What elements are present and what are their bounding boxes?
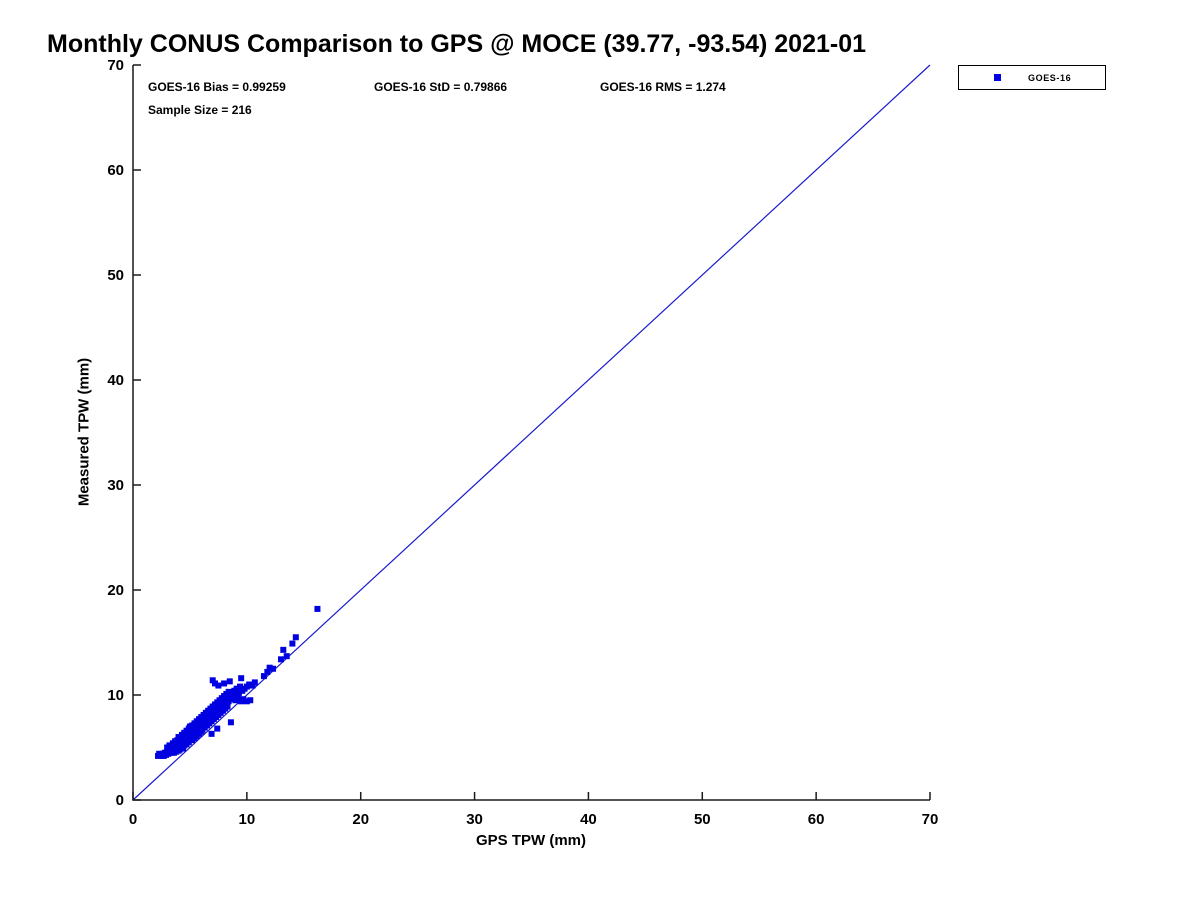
scatter-point xyxy=(234,695,241,702)
y-axis-label: Measured TPW (mm) xyxy=(75,357,93,507)
x-tick-label: 10 xyxy=(239,811,256,828)
x-tick-label: 20 xyxy=(352,811,369,828)
scatter-point xyxy=(251,679,258,686)
scatter-point xyxy=(225,688,232,695)
y-tick-label: 60 xyxy=(107,162,124,179)
scatter-point xyxy=(240,696,247,703)
y-tick-label: 40 xyxy=(107,372,124,389)
scatter-point xyxy=(283,653,290,660)
scatter-point xyxy=(186,730,193,737)
scatter-point xyxy=(243,698,250,705)
stat-bias: GOES-16 Bias = 0.99259 xyxy=(148,80,286,94)
scatter-point xyxy=(247,697,254,704)
scatter-point xyxy=(280,646,287,653)
scatter-point xyxy=(227,719,234,726)
scatter-point xyxy=(209,677,216,684)
scatter-point xyxy=(264,668,271,675)
scatter-point xyxy=(237,683,244,690)
y-tick-label: 70 xyxy=(107,57,124,74)
y-tick-label: 50 xyxy=(107,267,124,284)
scatter-point xyxy=(180,745,187,752)
scatter-point xyxy=(221,680,228,687)
y-tick-label: 20 xyxy=(107,582,124,599)
scatter-point xyxy=(214,725,221,732)
stat-std: GOES-16 StD = 0.79866 xyxy=(374,80,508,94)
chart-title: Monthly CONUS Comparison to GPS @ MOCE (… xyxy=(47,30,867,58)
scatter-point xyxy=(249,682,256,689)
scatter-point xyxy=(176,746,183,753)
scatter-point xyxy=(278,656,285,663)
x-axis-label: GPS TPW (mm) xyxy=(475,832,587,849)
scatter-point xyxy=(260,673,267,680)
x-tick-label: 30 xyxy=(466,811,483,828)
stat-sample-size: Sample Size = 216 xyxy=(148,103,252,117)
legend: GOES-16 xyxy=(958,65,1106,90)
identity-line xyxy=(132,64,931,801)
scatter-point xyxy=(165,750,172,757)
scatter-point xyxy=(266,664,273,671)
scatter-point xyxy=(314,605,321,612)
y-tick-label: 10 xyxy=(107,687,124,704)
scatter-point xyxy=(289,640,296,647)
scatter-point xyxy=(232,692,239,698)
scatter-point xyxy=(238,675,245,682)
y-tick-label: 30 xyxy=(107,477,124,494)
x-tick-label: 40 xyxy=(580,811,597,828)
scatter-point xyxy=(185,739,192,746)
scatter-point xyxy=(235,689,242,696)
legend-entry-label: GOES-16 xyxy=(1028,72,1072,83)
scatter-point xyxy=(224,703,231,710)
scatter-point xyxy=(211,680,218,687)
x-tick-label: 0 xyxy=(129,811,137,828)
scatter-point xyxy=(233,685,240,692)
legend-marker-square-icon xyxy=(994,74,1001,81)
y-tick-label: 0 xyxy=(116,792,124,809)
scatter-point xyxy=(226,678,233,685)
scatter-point xyxy=(270,665,277,672)
scatter-point xyxy=(208,730,215,737)
x-tick-label: 60 xyxy=(808,811,825,828)
scatter-point xyxy=(292,634,299,641)
x-tick-label: 70 xyxy=(922,811,939,828)
scatter-point xyxy=(246,681,253,688)
scatter-point xyxy=(215,682,222,689)
stat-rms: GOES-16 RMS = 1.274 xyxy=(600,80,726,94)
x-tick-label: 50 xyxy=(694,811,711,828)
